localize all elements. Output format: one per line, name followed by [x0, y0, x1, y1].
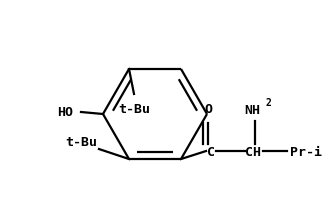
Text: CH: CH [245, 145, 261, 158]
Text: t-Bu: t-Bu [65, 135, 97, 148]
Text: O: O [204, 102, 212, 115]
Text: Pr-i: Pr-i [290, 145, 322, 158]
Text: HO: HO [57, 106, 73, 119]
Text: t-Bu: t-Bu [118, 103, 150, 116]
Text: 2: 2 [265, 98, 271, 108]
Text: C: C [207, 145, 215, 158]
Text: NH: NH [244, 103, 260, 116]
